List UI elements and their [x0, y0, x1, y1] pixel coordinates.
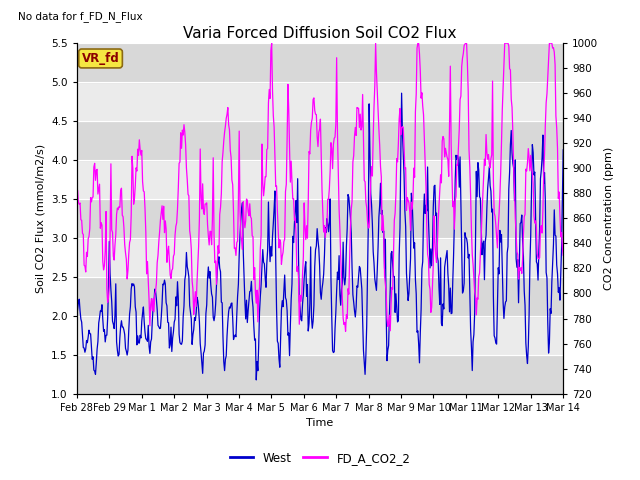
Bar — [77, 316, 563, 355]
Legend: West, FD_A_CO2_2: West, FD_A_CO2_2 — [225, 447, 415, 469]
Y-axis label: Soil CO2 Flux (mmol/m2/s): Soil CO2 Flux (mmol/m2/s) — [36, 144, 45, 293]
Title: Varia Forced Diffusion Soil CO2 Flux: Varia Forced Diffusion Soil CO2 Flux — [183, 25, 457, 41]
Bar — [77, 277, 563, 316]
Bar — [77, 121, 563, 160]
Bar — [77, 355, 563, 394]
Bar — [77, 43, 563, 82]
Text: VR_fd: VR_fd — [82, 52, 120, 65]
Bar — [77, 199, 563, 238]
Bar — [77, 238, 563, 277]
Text: No data for f_FD_N_Flux: No data for f_FD_N_Flux — [19, 11, 143, 22]
Y-axis label: CO2 Concentration (ppm): CO2 Concentration (ppm) — [604, 147, 614, 290]
Bar — [77, 160, 563, 199]
X-axis label: Time: Time — [307, 418, 333, 428]
Bar — [77, 82, 563, 121]
